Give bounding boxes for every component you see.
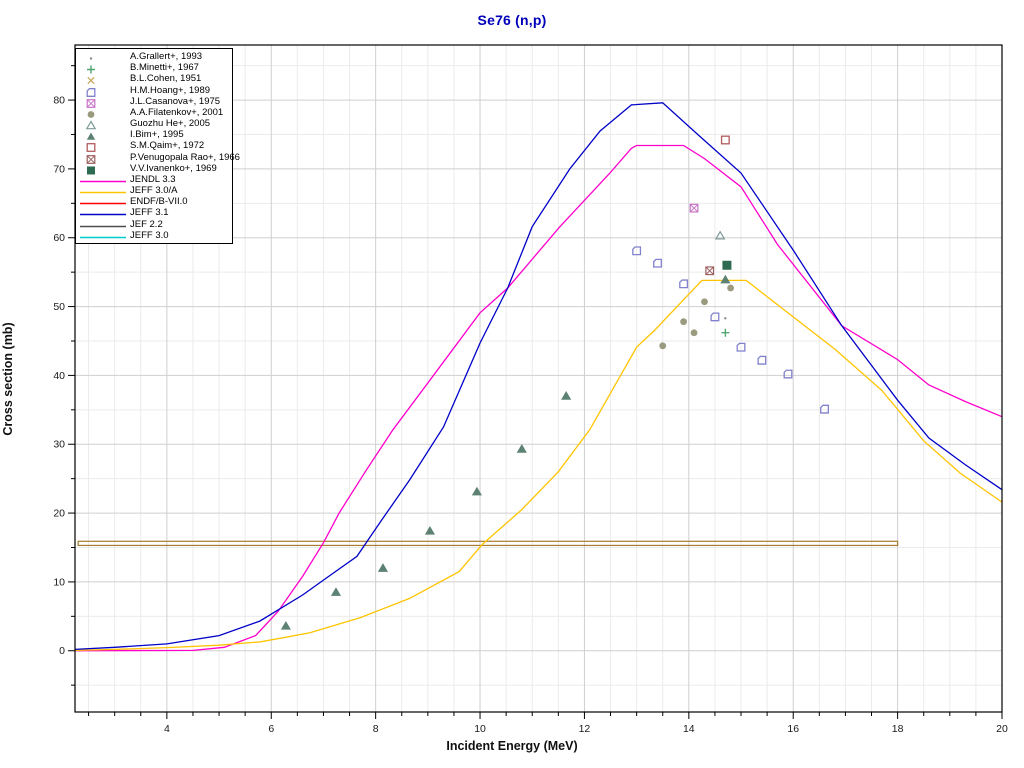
legend-label: V.V.Ivanenko+, 1969: [130, 162, 217, 174]
chart-title: Se76 (n,p): [477, 12, 547, 28]
legend-item: S.M.Qaim+, 1972: [76, 140, 232, 153]
svg-text:50: 50: [53, 301, 65, 313]
legend-label: A.Grallert+, 1993: [130, 51, 203, 63]
legend-item: ENDF/B-VII.0: [76, 196, 232, 207]
svg-text:10: 10: [474, 723, 486, 735]
legend-label: JEFF 3.1: [130, 207, 169, 219]
legend-label: JEFF 3.0/A: [130, 185, 178, 197]
svg-text:10: 10: [53, 576, 65, 588]
legend-label: Guozhu He+, 2005: [130, 118, 211, 130]
svg-text:20: 20: [996, 723, 1008, 735]
curve-JEFF-3-1: [74, 102, 1003, 651]
legend-item: JENDL 3.3: [76, 174, 232, 185]
legend-label: H.M.Hoang+, 1989: [130, 84, 211, 96]
legend-line-swatch: [76, 185, 130, 196]
legend-item: Guozhu He+, 2005: [76, 118, 232, 130]
legend-item: JEFF 3.0: [76, 230, 232, 241]
svg-text:70: 70: [53, 163, 65, 175]
legend-marker-icon: [76, 140, 130, 153]
legend-item: JEFF 3.1: [76, 207, 232, 218]
legend-line-swatch: [76, 219, 130, 230]
legend-label: J.L.Casanova+, 1975: [130, 95, 221, 107]
x-axis-title: Incident Energy (MeV): [446, 739, 578, 753]
svg-text:14: 14: [683, 723, 695, 735]
data-I-Bim-1995: [280, 274, 731, 630]
svg-text:40: 40: [53, 370, 65, 382]
cohen-band: [77, 540, 899, 547]
legend-item: H.M.Hoang+, 1989: [76, 84, 232, 97]
svg-text:18: 18: [892, 723, 904, 735]
legend-label: B.L.Cohen, 1951: [130, 73, 202, 85]
data-S-M-Qaim-1972: [720, 135, 730, 145]
legend-marker-icon: [76, 163, 130, 175]
legend-label: ENDF/B-VII.0: [130, 196, 188, 208]
svg-text:0: 0: [59, 645, 65, 657]
legend-marker-icon: [76, 73, 130, 85]
legend-item: V.V.Ivanenko+, 1969: [76, 162, 232, 175]
svg-text:6: 6: [268, 723, 274, 735]
svg-text:16: 16: [787, 723, 799, 735]
axis-ticks: [68, 65, 1003, 719]
svg-text:8: 8: [373, 723, 379, 735]
data-H-M-Hoang-1989: [632, 246, 829, 414]
plot-frame: [74, 44, 1003, 713]
legend-label: S.M.Qaim+, 1972: [130, 140, 205, 152]
legend-label: JEFF 3.0: [130, 229, 169, 241]
legend-line-swatch: [76, 230, 130, 241]
legend-line-swatch: [76, 196, 130, 207]
legend-item: P.Venugopala Rao+, 1966: [76, 152, 240, 164]
legend-label: P.Venugopala Rao+, 1966: [130, 151, 240, 163]
legend-marker-icon: [76, 129, 130, 140]
legend-label: I.Bim+, 1995: [130, 129, 184, 141]
legend-label: A.A.Filatenkov+, 2001: [130, 106, 224, 118]
data-A-A-Filatenkov-2001: [659, 284, 734, 350]
data-J-L-Casanova-1975: [689, 203, 699, 213]
svg-text:30: 30: [53, 439, 65, 451]
curve-JENDL-3-3: [74, 144, 1003, 652]
svg-text:4: 4: [164, 723, 170, 735]
svg-text:12: 12: [579, 723, 591, 735]
legend-marker-icon: [76, 62, 130, 74]
legend-marker-icon: [76, 152, 130, 164]
data-P-Venugopala-Rao-1966: [705, 266, 715, 276]
legend-label: B.Minetti+, 1967: [130, 62, 199, 74]
grid-major: [75, 45, 1003, 712]
svg-text:60: 60: [53, 232, 65, 244]
legend-box: A.Grallert+, 1993 B.Minetti+, 1967 B.L.Coh…: [75, 48, 240, 244]
legend-line-swatch: [76, 207, 130, 218]
svg-text:20: 20: [53, 508, 65, 520]
legend-marker-icon: [76, 51, 130, 62]
svg-text:80: 80: [53, 95, 65, 107]
legend-item: JEFF 3.0/A: [76, 185, 232, 196]
data-V-V-Ivanenko-1969: [722, 260, 732, 270]
legend-marker-icon: [76, 107, 130, 118]
legend-marker-icon: [76, 118, 130, 130]
legend-label: JENDL 3.3: [130, 173, 176, 185]
legend-line-swatch: [76, 174, 130, 185]
legend-item: A.Grallert+, 1993: [76, 51, 232, 62]
legend-item: J.L.Casanova+, 1975: [76, 95, 232, 108]
legend-item: B.Minetti+, 1967: [76, 62, 232, 74]
legend-marker-icon: [76, 85, 130, 97]
legend-item: A.A.Filatenkov+, 2001: [76, 107, 232, 118]
curve-JEFF-3-0-A: [74, 279, 1003, 652]
data-B-Minetti-1967: [721, 328, 730, 337]
data-A-Grallert-1993: [724, 317, 727, 320]
axis-tick-labels: 4 6 8 10 12 14 16 18 20 0 10 20 30 40 50 60 70 80: [53, 95, 1008, 735]
grid-minor: [75, 45, 1002, 712]
legend-label: JEF 2.2: [130, 218, 163, 230]
legend-item: I.Bim+, 1995: [76, 129, 232, 140]
legend-item: JEF 2.2: [76, 219, 232, 230]
legend-item: B.L.Cohen, 1951: [76, 73, 232, 85]
y-axis-title: Cross section (mb): [1, 322, 15, 436]
data-Guozhu-He-2005: [714, 230, 726, 240]
legend-marker-icon: [76, 96, 130, 108]
